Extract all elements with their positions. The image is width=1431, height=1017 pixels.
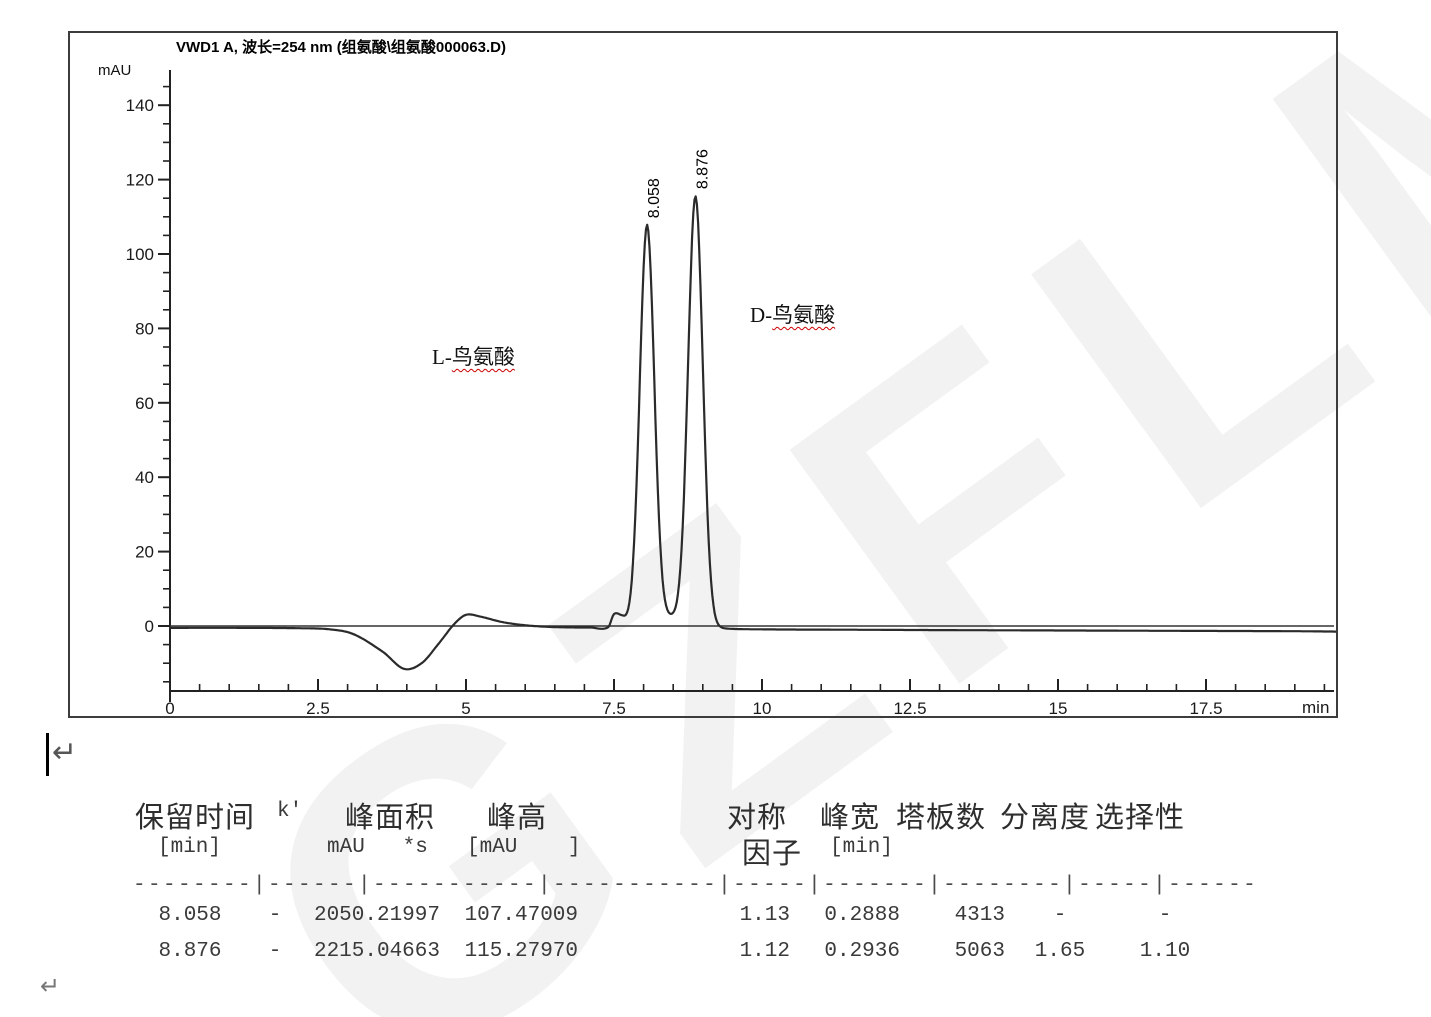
chromatogram-plot: 0 20 40 60 80 100 120 140 0 2.5 5 7.5 10 12.5 15 17.5 mi…: [126, 70, 1336, 716]
svg-text:2.5: 2.5: [306, 699, 330, 716]
svg-text:80: 80: [135, 319, 154, 338]
cell-height: 115.27970: [464, 940, 578, 963]
col-header-retention-time: 保留时间: [135, 802, 256, 834]
col-header-peak-width: 峰宽: [820, 802, 881, 834]
cell-width: 0.2888: [824, 904, 900, 927]
cell-width: 0.2936: [824, 940, 900, 963]
unit-peak-area: mAU *s: [327, 836, 428, 859]
svg-text:0: 0: [165, 699, 174, 716]
svg-text:7.5: 7.5: [602, 699, 626, 716]
annotation-prefix: L-: [432, 345, 452, 369]
col-header-symmetry-line2: 因子: [742, 838, 803, 870]
svg-text:10: 10: [753, 699, 772, 716]
table-separator: --------|------|-----------|-----------|…: [133, 874, 1259, 897]
svg-text:100: 100: [126, 245, 154, 264]
annotation-prefix: D-: [750, 303, 773, 327]
unit-retention-time: [min]: [158, 836, 222, 859]
line-break-mark-icon: ↵: [52, 735, 78, 770]
cell-selectivity: 1.10: [1139, 940, 1191, 963]
unit-peak-width: [min]: [830, 836, 894, 859]
svg-text:5: 5: [461, 699, 470, 716]
cell-k: -: [268, 940, 282, 963]
svg-text:140: 140: [126, 96, 154, 115]
unit-peak-height: [mAU ]: [467, 836, 581, 859]
cell-rt: 8.058: [158, 904, 222, 927]
svg-text:60: 60: [135, 394, 154, 413]
cell-resolution: 1.65: [1034, 940, 1086, 963]
col-header-peak-area: 峰面积: [345, 802, 436, 834]
cell-area: 2050.21997: [313, 904, 440, 927]
line-break-mark-icon: ↵: [40, 972, 61, 1000]
cell-rt: 8.876: [158, 940, 222, 963]
peak-annotation-left: L-鸟氨酸: [432, 341, 515, 371]
annotation-compound: 鸟氨酸: [451, 345, 515, 369]
chart-title: VWD1 A, 波长=254 nm (组氨酸\组氨酸000063.D): [176, 39, 506, 56]
y-axis-unit-label: mAU: [98, 62, 132, 79]
cell-symmetry: 1.13: [739, 904, 790, 927]
peak-annotation-right: D-鸟氨酸: [750, 299, 835, 329]
svg-text:8.876: 8.876: [694, 149, 711, 189]
text-cursor: [46, 733, 49, 776]
annotation-compound: 鸟氨酸: [772, 303, 836, 327]
table-row: 8.058 - 2050.21997 107.47009 1.13 0.2888…: [0, 904, 1431, 932]
cell-plates: 4313: [954, 904, 1005, 927]
chromatogram-object[interactable]: VWD1 A, 波长=254 nm (组氨酸\组氨酸000063.D) mAU …: [68, 31, 1338, 718]
cell-k: -: [268, 904, 282, 927]
col-header-k-prime: k': [277, 800, 303, 823]
col-header-symmetry: 对称: [727, 802, 788, 834]
cell-height: 107.47009: [464, 904, 578, 927]
svg-text:20: 20: [135, 543, 154, 562]
svg-text:15: 15: [1049, 699, 1068, 716]
cell-selectivity: -: [1158, 904, 1172, 927]
cell-plates: 5063: [954, 940, 1005, 963]
svg-text:120: 120: [126, 171, 154, 190]
svg-text:min: min: [1302, 698, 1329, 716]
svg-text:8.058: 8.058: [646, 178, 663, 218]
svg-text:17.5: 17.5: [1189, 699, 1222, 716]
col-header-plates: 塔板数: [896, 802, 987, 834]
svg-text:40: 40: [135, 468, 154, 487]
col-header-peak-height: 峰高: [487, 802, 548, 834]
cell-symmetry: 1.12: [739, 940, 790, 963]
svg-text:0: 0: [145, 617, 154, 636]
col-header-resolution: 分离度: [1000, 802, 1091, 834]
table-row: 8.876 - 2215.04663 115.27970 1.12 0.2936…: [0, 940, 1431, 968]
cell-area: 2215.04663: [313, 940, 440, 963]
col-header-selectivity: 选择性: [1095, 802, 1186, 834]
cell-resolution: -: [1053, 904, 1067, 927]
svg-text:12.5: 12.5: [893, 699, 926, 716]
